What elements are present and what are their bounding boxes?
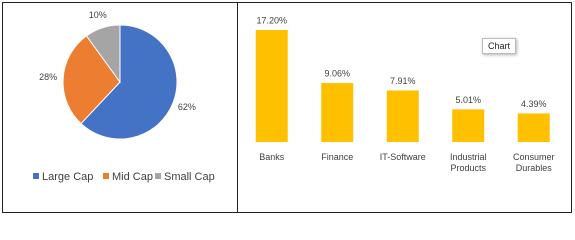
bar: [386, 90, 419, 142]
legend-swatch: [155, 173, 161, 179]
legend-label: Small Cap: [164, 171, 215, 183]
pie-slice: [85, 24, 121, 84]
pie-slice: [62, 35, 121, 125]
slice-label: 62%: [178, 102, 196, 112]
x-tick-label: Finance: [321, 152, 354, 162]
bar: [321, 83, 354, 142]
charts: 62% 28% 10% Large Cap Mid Cap Small Cap 17.20%…: [2, 2, 572, 213]
bar: [517, 113, 550, 142]
value-label: 17.20%: [256, 15, 287, 25]
x-tick-label: IT-Software: [379, 152, 426, 162]
value-label: 9.06%: [324, 68, 350, 78]
legend-label: Mid Cap: [112, 171, 153, 183]
slice-label: 28%: [39, 72, 57, 82]
legend-label: Large Cap: [42, 171, 93, 183]
frame: [2, 2, 572, 213]
value-label: 4.39%: [521, 99, 547, 109]
value-label: 5.01%: [455, 95, 481, 105]
pie-slice: [80, 24, 178, 140]
screenshot: 62% 28% 10% Large Cap Mid Cap Small Cap 17.20%…: [2, 2, 572, 213]
x-tick-label: Consumer Durables: [512, 152, 555, 173]
bar: [255, 30, 288, 142]
legend-swatch: [103, 173, 109, 179]
slice-label: 10%: [89, 10, 107, 20]
bar: [452, 109, 485, 142]
value-label: 7.91%: [390, 76, 416, 86]
tooltip: Chart: [482, 38, 517, 54]
legend-swatch: [33, 173, 39, 179]
x-tick-label: Banks: [259, 152, 285, 162]
x-tick-label: Industrial Products: [449, 152, 487, 173]
